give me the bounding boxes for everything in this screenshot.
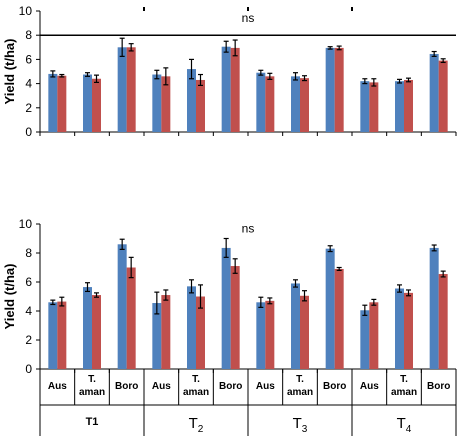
category-label: Boro xyxy=(115,381,138,392)
bar-series1 xyxy=(325,248,335,369)
bar-series1 xyxy=(83,74,92,132)
treatment-subscript: 3 xyxy=(302,424,308,435)
y-tick-label: 0 xyxy=(25,362,32,376)
bar-series2 xyxy=(438,274,448,369)
bar-series1 xyxy=(395,288,404,369)
bar-series2 xyxy=(404,292,413,369)
bar-series1 xyxy=(187,286,196,369)
category-axis-table: Aus T. aman Boro Aus T. aman Boro Aus T. aman Boro A… xyxy=(39,369,457,436)
bar-series1 xyxy=(429,247,439,369)
y-tick-label: 10 xyxy=(19,4,33,18)
bar-series2 xyxy=(57,75,67,132)
bar-series1 xyxy=(117,244,127,369)
y-axis-title: Yield (t/ha) xyxy=(2,39,17,105)
treatment-label: T4 xyxy=(397,415,412,435)
y-tick-label: 2 xyxy=(25,101,32,115)
y-tick-label: 10 xyxy=(19,217,33,231)
bar-series2 xyxy=(300,78,309,132)
y-tick-label: 6 xyxy=(25,275,32,289)
treatment-main: T xyxy=(293,415,302,432)
bar-series2 xyxy=(161,295,171,369)
treatment-main: T xyxy=(189,415,198,432)
treatment-label: T2 xyxy=(189,415,204,435)
bar-series2 xyxy=(161,76,171,132)
y-axis-title: Yield (t/ha) xyxy=(2,264,17,330)
bar-series2 xyxy=(57,301,67,369)
treatment-label: T3 xyxy=(293,415,308,435)
y-tick-label: 4 xyxy=(25,77,32,91)
bar-series1 xyxy=(256,72,266,132)
bar-series2 xyxy=(438,60,448,132)
category-label: aman xyxy=(391,387,417,398)
bar-series2 xyxy=(196,296,205,369)
y-tick-label: 6 xyxy=(25,52,32,66)
bar-series1 xyxy=(187,69,196,132)
bar-series1 xyxy=(117,47,127,132)
bar-series1 xyxy=(291,76,300,132)
top-panel: 0 2 4 6 8 10 Yield (t/ha) ns xyxy=(2,4,457,139)
y-tick-label: 8 xyxy=(25,28,32,42)
bar-series1 xyxy=(48,302,58,369)
category-label: T. xyxy=(400,374,408,385)
bar-series1 xyxy=(83,287,92,369)
treatment-subscript: 4 xyxy=(406,424,412,435)
bar-series2 xyxy=(369,302,379,369)
bar-series1 xyxy=(360,81,370,132)
ns-annotation: ns xyxy=(242,11,255,25)
bar-series2 xyxy=(404,79,413,132)
y-tick-label: 4 xyxy=(25,304,32,318)
category-label: Aus xyxy=(48,381,67,392)
bar-series2 xyxy=(334,268,344,369)
bar-series2 xyxy=(334,47,344,132)
bar-series2 xyxy=(369,82,379,132)
category-label: Boro xyxy=(323,381,346,392)
treatment-label: T1 xyxy=(86,416,99,428)
bar-series1 xyxy=(291,283,300,369)
category-label: Boro xyxy=(427,381,450,392)
category-label: aman xyxy=(79,387,105,398)
bottom-panel: 0 2 4 6 8 10 Yield (t/ha) ns xyxy=(2,217,457,376)
bar-series1 xyxy=(360,310,370,369)
bar-series2 xyxy=(92,78,101,132)
treatment-subscript: 2 xyxy=(198,424,204,435)
y-tick-label: 0 xyxy=(25,125,32,139)
category-label: aman xyxy=(183,387,209,398)
bar-series2 xyxy=(126,267,136,369)
category-label: Aus xyxy=(360,381,379,392)
ns-annotation: ns xyxy=(242,222,255,236)
bar-series1 xyxy=(325,47,335,132)
category-label: T. xyxy=(296,374,304,385)
bar-series2 xyxy=(196,79,205,132)
category-label: Aus xyxy=(256,381,275,392)
bar-series2 xyxy=(92,295,101,369)
bar-series1 xyxy=(256,302,266,369)
bar-series1 xyxy=(152,303,162,369)
treatment-main: T xyxy=(397,415,406,432)
bar-series1 xyxy=(152,74,162,132)
y-tick-label: 8 xyxy=(25,246,32,260)
category-label: aman xyxy=(287,387,313,398)
bar-series1 xyxy=(395,81,404,132)
bar-series2 xyxy=(265,300,275,369)
bar-series2 xyxy=(265,76,275,132)
category-label: T. xyxy=(192,374,200,385)
category-label: Aus xyxy=(152,381,171,392)
category-label: Boro xyxy=(219,381,242,392)
bar-series2 xyxy=(126,47,136,132)
bar-series2 xyxy=(230,266,240,369)
bar-series1 xyxy=(429,53,439,132)
bar-series2 xyxy=(230,47,240,132)
y-tick-label: 2 xyxy=(25,333,32,347)
bar-series1 xyxy=(221,46,231,132)
bar-series1 xyxy=(48,73,58,132)
category-label: T. xyxy=(88,374,96,385)
bar-series1 xyxy=(221,247,231,369)
bar-series2 xyxy=(300,295,309,369)
